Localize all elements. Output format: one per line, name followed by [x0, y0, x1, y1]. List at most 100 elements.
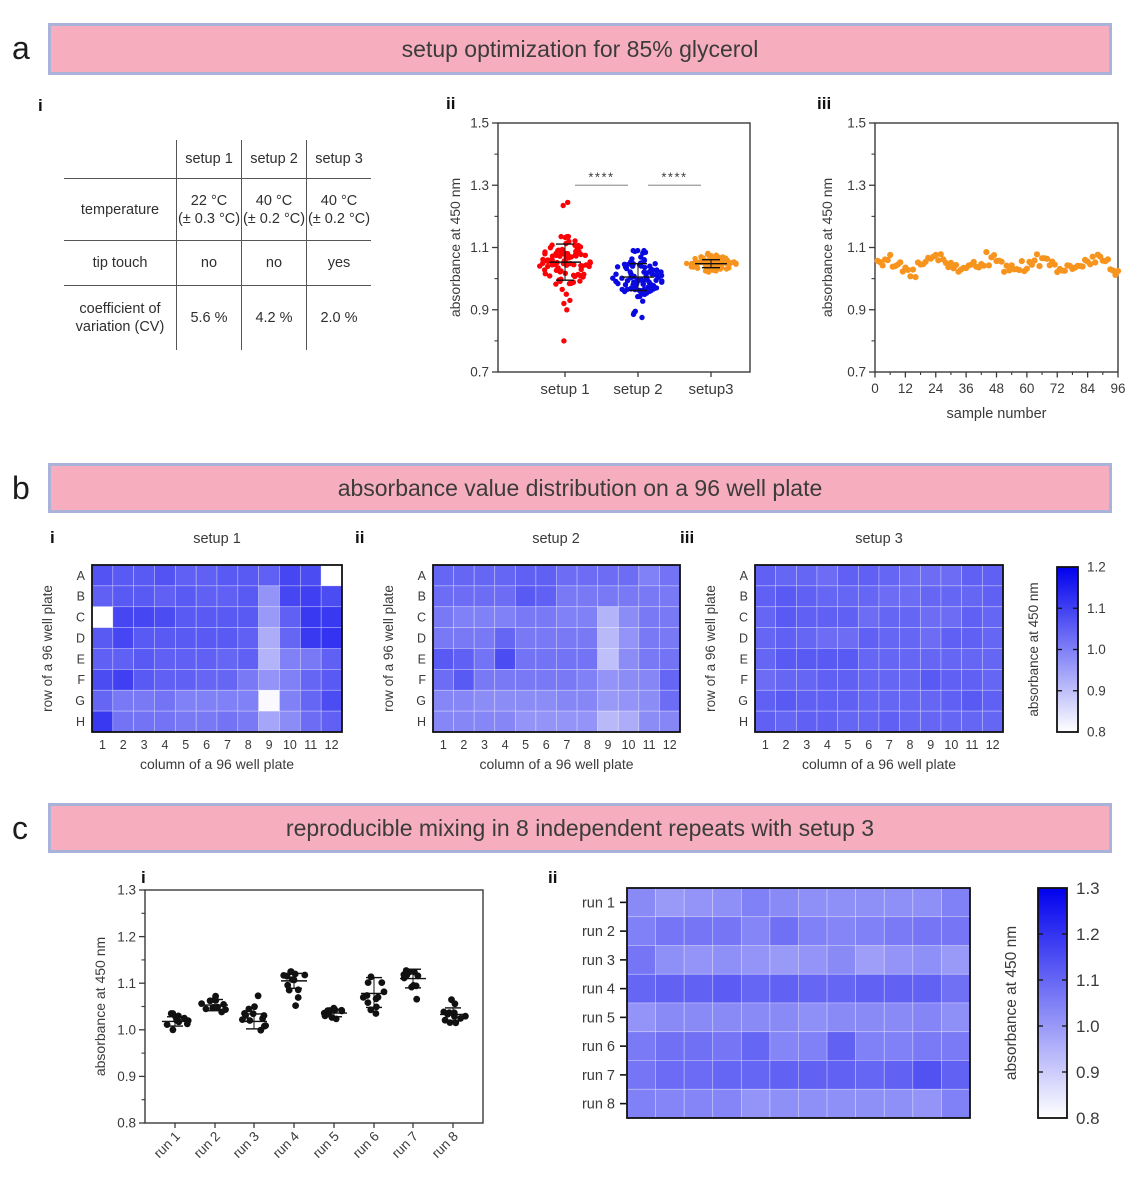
- panel-a-letter: a: [12, 30, 30, 66]
- svg-text:row of a 96 well plate: row of a 96 well plate: [381, 585, 396, 712]
- svg-text:0.9: 0.9: [1087, 683, 1106, 698]
- svg-text:10: 10: [622, 738, 636, 752]
- table-temperature-setup2: 40 °C (± 0.2 °C): [241, 178, 306, 240]
- svg-text:11: 11: [643, 738, 656, 752]
- svg-text:G: G: [416, 694, 426, 708]
- svg-text:3: 3: [481, 738, 488, 752]
- svg-text:D: D: [76, 631, 85, 645]
- svg-text:96: 96: [1110, 381, 1125, 396]
- svg-text:1: 1: [440, 738, 447, 752]
- svg-text:run 8: run 8: [582, 1097, 615, 1113]
- panel-c-sub-ii-label: ii: [548, 868, 558, 887]
- panel-c-sub-i-label: i: [141, 868, 146, 887]
- svg-text:60: 60: [1019, 381, 1034, 396]
- svg-text:2: 2: [120, 738, 127, 752]
- svg-text:2: 2: [783, 738, 790, 752]
- points-group: [163, 967, 469, 1034]
- svg-text:24: 24: [928, 381, 944, 396]
- setup-comparison-table: setup 1 setup 2 setup 3 temperature 22 °…: [64, 140, 371, 350]
- svg-text:row of a 96 well plate: row of a 96 well plate: [703, 585, 718, 712]
- svg-text:run 4: run 4: [270, 1128, 303, 1161]
- svg-text:12: 12: [898, 381, 913, 396]
- svg-text:5: 5: [845, 738, 852, 752]
- svg-text:run 4: run 4: [582, 982, 615, 998]
- svg-text:setup 3: setup 3: [855, 531, 903, 547]
- svg-text:run 5: run 5: [582, 1010, 615, 1026]
- svg-text:H: H: [739, 715, 748, 729]
- svg-text:0.7: 0.7: [470, 365, 489, 380]
- table-temperature-setup3: 40 °C (± 0.2 °C): [306, 178, 371, 240]
- svg-text:12: 12: [986, 738, 1000, 752]
- svg-text:1.0: 1.0: [1087, 642, 1106, 657]
- svg-text:E: E: [77, 652, 85, 666]
- svg-text:5: 5: [182, 738, 189, 752]
- svg-text:12: 12: [325, 738, 339, 752]
- panel-a-header-band: setup optimization for 85% glycerol: [48, 23, 1112, 75]
- panel-c-header-text: reproducible mixing in 8 independent rep…: [285, 814, 875, 841]
- svg-text:3: 3: [141, 738, 148, 752]
- svg-text:0.8: 0.8: [117, 1116, 136, 1131]
- svg-text:10: 10: [944, 738, 958, 752]
- panel-c-header-band: reproducible mixing in 8 independent rep…: [48, 803, 1112, 853]
- svg-text:D: D: [739, 631, 748, 645]
- svg-text:9: 9: [266, 738, 273, 752]
- svg-text:4: 4: [824, 738, 831, 752]
- svg-text:10: 10: [283, 738, 297, 752]
- svg-text:run 3: run 3: [230, 1129, 262, 1161]
- table-header-setup1: setup 1: [176, 140, 241, 178]
- table-header-blank: [64, 140, 176, 178]
- table-tiptouch-setup1: no: [176, 240, 241, 285]
- svg-text:1.5: 1.5: [847, 116, 866, 131]
- svg-text:0: 0: [871, 381, 879, 396]
- svg-text:run 1: run 1: [151, 1129, 183, 1161]
- svg-text:1.3: 1.3: [1076, 879, 1100, 898]
- svg-text:5: 5: [522, 738, 529, 752]
- svg-text:H: H: [417, 715, 426, 729]
- svg-text:1.3: 1.3: [117, 883, 136, 898]
- panel-b-header-text: absorbance value distribution on a 96 we…: [337, 474, 823, 501]
- svg-text:H: H: [76, 715, 85, 729]
- svg-text:run 2: run 2: [582, 924, 615, 940]
- svg-text:run 7: run 7: [389, 1129, 421, 1161]
- heatmap-cells: [432, 564, 681, 733]
- svg-text:1.1: 1.1: [1076, 971, 1100, 990]
- svg-text:1.3: 1.3: [847, 178, 866, 193]
- svg-text:84: 84: [1080, 381, 1096, 396]
- svg-text:1: 1: [762, 738, 769, 752]
- svg-text:12: 12: [663, 738, 677, 752]
- svg-text:1.2: 1.2: [1087, 560, 1106, 575]
- svg-text:B: B: [740, 590, 748, 604]
- svg-text:run 2: run 2: [191, 1129, 223, 1161]
- svg-text:1.1: 1.1: [847, 240, 866, 255]
- svg-text:absorbance at 450 nm: absorbance at 450 nm: [447, 178, 463, 317]
- svg-text:run 5: run 5: [310, 1129, 342, 1161]
- svg-text:6: 6: [865, 738, 872, 752]
- svg-text:run 7: run 7: [582, 1068, 615, 1084]
- svg-text:0.9: 0.9: [117, 1069, 136, 1084]
- colorbar-plate-absorbance: 0.8 0.9 1.0 1.1 1.2 absorbance at 450 nm: [1026, 560, 1106, 740]
- svg-text:column of a 96 well plate: column of a 96 well plate: [140, 756, 294, 772]
- heatmap-cells: [626, 887, 971, 1119]
- svg-text:run 6: run 6: [582, 1039, 615, 1055]
- panel-a-header-text: setup optimization for 85% glycerol: [401, 35, 759, 62]
- svg-text:run 3: run 3: [582, 953, 615, 969]
- panel-b-sub-i-label: i: [50, 528, 55, 547]
- svg-text:1.0: 1.0: [1076, 1017, 1100, 1036]
- beeswarm-setup-comparison-chart: 0.7 0.9 1.1 1.3 1.5 absorbance at 450 nm setup…: [447, 116, 751, 398]
- svg-text:4: 4: [161, 738, 168, 752]
- svg-text:absorbance at 450 nm: absorbance at 450 nm: [819, 178, 835, 317]
- svg-text:1.1: 1.1: [1087, 601, 1106, 616]
- svg-text:1.0: 1.0: [117, 1023, 136, 1038]
- table-row-cv-label: coefficient of variation (CV): [64, 285, 176, 350]
- svg-text:3: 3: [803, 738, 810, 752]
- svg-text:setup3: setup3: [688, 381, 733, 398]
- table-cv-setup1: 5.6 %: [176, 285, 241, 350]
- svg-text:6: 6: [203, 738, 210, 752]
- svg-text:F: F: [77, 673, 85, 687]
- svg-text:36: 36: [959, 381, 974, 396]
- svg-text:setup 2: setup 2: [613, 381, 662, 398]
- beeswarm-runs-chart: 0.8 0.9 1.0 1.1 1.2 1.3 absorbance at 450 nm ru…: [92, 883, 484, 1161]
- panel-b-letter: b: [12, 470, 30, 506]
- svg-text:0.8: 0.8: [1076, 1109, 1100, 1128]
